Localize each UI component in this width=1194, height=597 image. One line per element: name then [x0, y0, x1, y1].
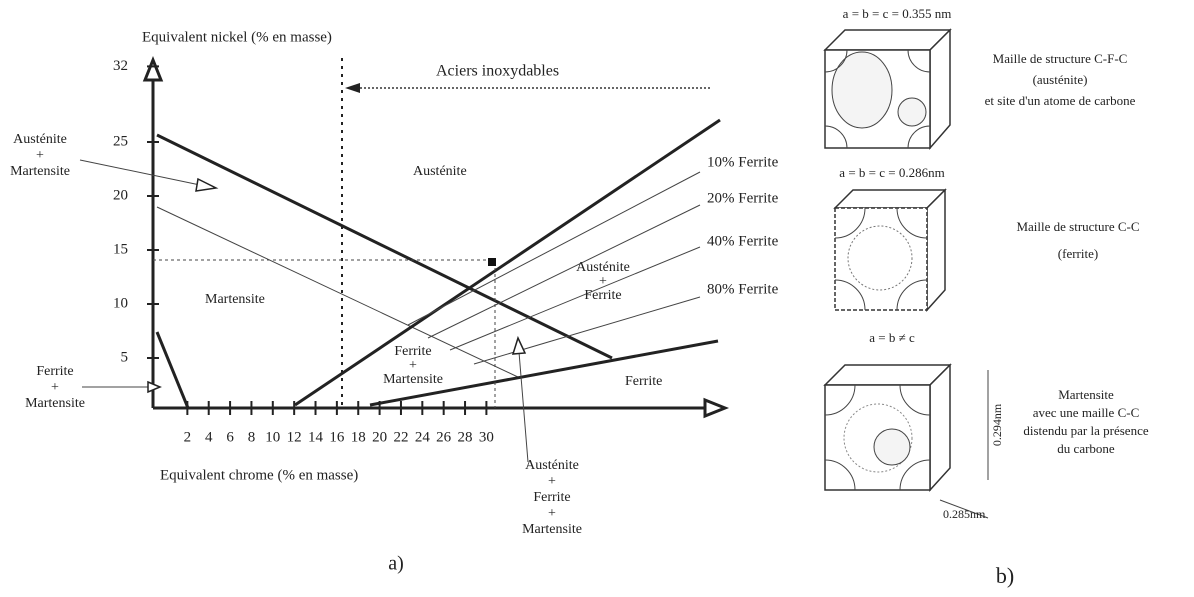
dimension-line [939, 499, 989, 519]
y-axis-title: Equivalent nickel (% en masse) [142, 29, 332, 45]
x-tick-label: 24 [415, 429, 431, 445]
ferrite-line-label: 20% Ferrite [707, 190, 779, 206]
dimension-label: 0.285nm [943, 507, 986, 521]
region-label: Austénite [413, 164, 467, 179]
y-tick-label: 5 [121, 349, 129, 365]
cell-params: a = b ≠ c [869, 330, 915, 345]
x-tick-label: 10 [265, 429, 280, 445]
martensite-cell [823, 363, 989, 519]
region-label: Austénite [576, 260, 630, 275]
arrow-head [345, 83, 360, 93]
bcc-cell [833, 188, 947, 312]
x-tick-label: 6 [226, 429, 234, 445]
x-tick-label: 22 [393, 429, 408, 445]
callout-label: Ferrite [36, 364, 73, 379]
y-tick-label: 15 [113, 241, 128, 257]
callout-label: + [548, 506, 556, 521]
callout-arrow [79, 159, 201, 186]
y-axis-arrow [142, 55, 164, 82]
region-label: Ferrite [584, 288, 621, 303]
x-tick-label: 18 [351, 429, 366, 445]
cell-params: a = b = c = 0.286nm [839, 165, 944, 180]
point [488, 258, 496, 266]
x-tick-label: 28 [458, 429, 473, 445]
region-label: + [409, 358, 417, 373]
ferrite-lower-boundary [369, 339, 719, 407]
ferrite-line-label: 80% Ferrite [707, 281, 779, 297]
annotation: Aciers inoxydables [436, 63, 559, 80]
callout-label: Martensite [25, 396, 85, 411]
arrow-head [195, 177, 219, 192]
cell-description: avec une maille C-C [1033, 405, 1140, 420]
x-tick-label: 2 [184, 429, 192, 445]
martensite-boundary [156, 206, 521, 379]
x-tick-label: 4 [205, 429, 213, 445]
callout-label: + [36, 148, 44, 163]
callout-label: Martensite [10, 164, 70, 179]
y-tick-label: 10 [113, 295, 128, 311]
ferrite-line-label: 10% Ferrite [707, 154, 779, 170]
region-label: Martensite [383, 372, 443, 387]
callout-label: Martensite [522, 522, 582, 537]
region-label: + [599, 274, 607, 289]
cell-description: du carbone [1057, 441, 1115, 456]
cell-description: distendu par la présence [1023, 423, 1148, 438]
ferrite-line [473, 296, 701, 365]
ferrite-martensite-boundary [155, 331, 190, 409]
cell-description: et site d'un atome de carbone [985, 93, 1136, 108]
cell-description: Maille de structure C-C [1016, 219, 1139, 234]
callout-label: + [51, 380, 59, 395]
y-tick-label: 20 [113, 187, 128, 203]
x-tick-label: 16 [329, 429, 345, 445]
x-tick-label: 26 [436, 429, 452, 445]
cell-description: Maille de structure C-F-C [993, 51, 1128, 66]
callout-label: + [548, 474, 556, 489]
x-axis-title: Equivalent chrome (% en masse) [160, 467, 358, 483]
region-label: Ferrite [394, 344, 431, 359]
cell-description: (ferrite) [1058, 246, 1098, 261]
x-tick-label: 12 [287, 429, 302, 445]
region-label: Ferrite [625, 374, 662, 389]
panel-label: b) [996, 563, 1014, 588]
cell-description: Martensite [1058, 387, 1114, 402]
x-tick-label: 8 [248, 429, 256, 445]
ferrite-line [407, 171, 701, 326]
austenite-boundary [156, 133, 613, 360]
schaeffler-diagram [79, 55, 730, 463]
callout-arrow [518, 351, 529, 463]
cell-params: a = b = c = 0.355 nm [843, 6, 952, 21]
y-tick-label: 25 [113, 133, 128, 149]
ferrite-line [427, 204, 701, 339]
ferrite-line [449, 246, 701, 351]
x-tick-label: 30 [479, 429, 494, 445]
callout-label: Austénite [525, 458, 579, 473]
arrow-head [147, 380, 162, 394]
crystal-cells [823, 28, 989, 519]
cell-description: (austénite) [1033, 72, 1088, 87]
fcc-cell [823, 28, 952, 151]
callout-label: Austénite [13, 132, 67, 147]
panel-label: a) [388, 553, 404, 575]
x-axis-arrow [703, 397, 730, 419]
ferrite-line-label: 40% Ferrite [707, 233, 779, 249]
region-label: Martensite [205, 292, 265, 307]
ferrite-boundary [294, 118, 721, 407]
x-tick-label: 14 [308, 429, 324, 445]
x-tick-label: 20 [372, 429, 387, 445]
dimension-label: 0.294nm [990, 403, 1004, 446]
callout-label: Ferrite [533, 490, 570, 505]
arrow-head [511, 335, 527, 355]
y-tick-label: 32 [113, 58, 128, 74]
